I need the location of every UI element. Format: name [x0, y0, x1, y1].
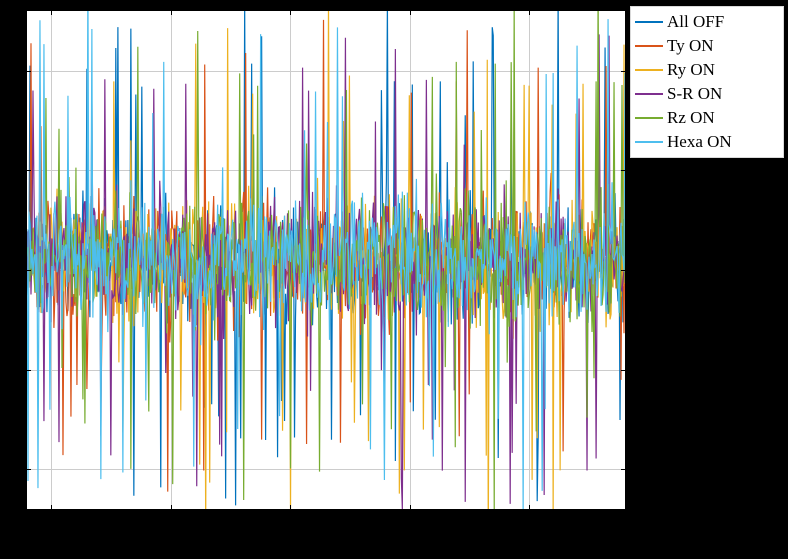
legend-swatch [635, 21, 663, 24]
legend-label: Hexa ON [667, 132, 732, 152]
legend-swatch [635, 141, 663, 144]
legend-item: Ty ON [635, 34, 779, 58]
axis-ticks [27, 11, 625, 509]
legend-item: Rz ON [635, 106, 779, 130]
legend-item: S-R ON [635, 82, 779, 106]
legend-swatch [635, 93, 663, 96]
legend-label: Ry ON [667, 60, 715, 80]
legend-item: Ry ON [635, 58, 779, 82]
legend-swatch [635, 45, 663, 48]
legend-swatch [635, 117, 663, 120]
legend-swatch [635, 69, 663, 72]
chart-legend: All OFF Ty ON Ry ON S-R ON Rz ON Hexa ON [630, 6, 784, 158]
legend-item: Hexa ON [635, 130, 779, 154]
chart-plot-area [26, 10, 626, 510]
legend-item: All OFF [635, 10, 779, 34]
legend-label: Ty ON [667, 36, 714, 56]
legend-label: All OFF [667, 12, 724, 32]
legend-label: S-R ON [667, 84, 722, 104]
legend-label: Rz ON [667, 108, 715, 128]
